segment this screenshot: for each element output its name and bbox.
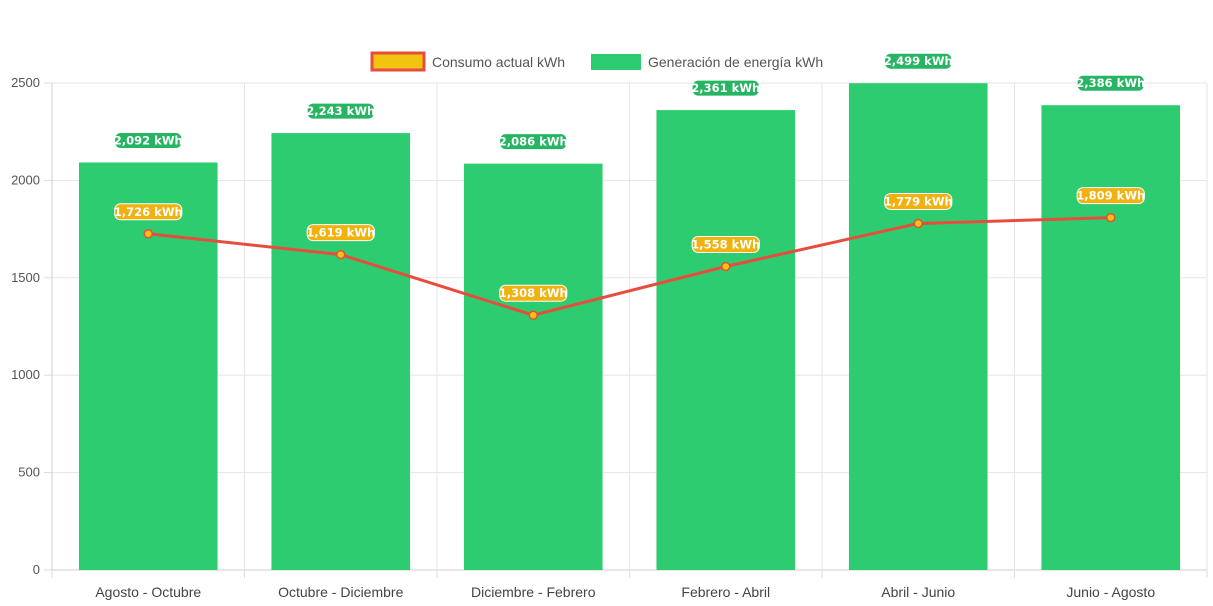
legend-swatch-consumo[interactable] [370,51,426,72]
line-label: 1,726 kWh [114,203,183,221]
line-label-text: 1,809 kWh [1076,189,1145,203]
x-tick-label: Junio - Agosto [1066,584,1155,600]
line-label-text: 1,308 kWh [499,286,568,300]
bar-label-bg [884,52,953,70]
line-label-bg [306,224,375,242]
line-label: 1,809 kWh [1076,187,1145,205]
line-point-consumo[interactable] [143,229,153,239]
bar-generacion[interactable] [463,163,603,570]
bar-generacion[interactable] [271,133,411,570]
line-label-bg [499,284,568,302]
bar-label-text: 2,243 kWh [306,104,375,118]
bar-generacion[interactable] [656,110,796,570]
bar-label: 2,092 kWh [114,131,183,149]
legend-label-generacion[interactable]: Generación de energía kWh [648,54,823,70]
bar-label-bg [1076,74,1145,92]
line-point-consumo[interactable] [913,218,923,229]
bar-generacion[interactable] [848,83,988,571]
y-tick-label: 2000 [11,172,40,187]
legend-swatch-generacion[interactable] [591,54,641,70]
y-tick-label: 1000 [11,367,40,382]
data-labels: 2,092 kWh 2,243 kWh 2,086 kWh 2,361 kWh 2,49… [114,52,1145,302]
bar-label: 2,361 kWh [691,79,760,97]
line-label-text: 1,779 kWh [884,194,953,208]
bar-label-bg [114,131,183,149]
bar-label: 2,243 kWh [306,102,375,120]
y-tick-label: 0 [33,562,40,577]
bar-series [78,83,1181,571]
bar-label-text: 2,499 kWh [884,54,953,68]
line-label: 1,308 kWh [499,284,568,302]
line-label-bg [691,236,760,254]
x-tick-label: Agosto - Octubre [95,584,201,600]
line-point-consumo[interactable] [528,310,538,320]
bar-label-bg [306,102,375,120]
bar-label-text: 2,386 kWh [1076,76,1145,90]
line-label: 1,779 kWh [884,192,953,210]
bar-label-text: 2,086 kWh [499,135,568,149]
line-point-consumo[interactable] [1106,212,1116,223]
y-tick-label: 1500 [11,270,40,285]
bar-label-text: 2,361 kWh [691,81,760,95]
bar-label-bg [691,79,760,97]
bar-label-bg [499,133,568,151]
line-consumo [148,216,1111,317]
legend-label-consumo[interactable]: Consumo actual kWh [432,54,565,70]
line-label-bg [884,192,953,210]
y-tick-label: 500 [18,465,40,480]
bar-label: 2,499 kWh [884,52,953,70]
line-label-text: 1,558 kWh [691,238,760,252]
line-label: 1,619 kWh [306,224,375,242]
line-label-bg [1076,187,1145,205]
y-tick-label: 2500 [11,75,40,90]
line-label-text: 1,619 kWh [306,226,375,240]
bar-label: 2,086 kWh [499,133,568,151]
bar-label: 2,386 kWh [1076,74,1145,92]
line-point-consumo[interactable] [336,249,346,260]
legend[interactable]: Consumo actual kWh Generación de energía… [370,51,823,72]
line-label-bg [114,203,183,221]
axes: 0 500 1000 1500 2000 2500 Agosto - Octubre Octu… [11,75,1208,600]
x-tick-label: Diciembre - Febrero [471,584,596,600]
x-tick-label: Abril - Junio [881,584,955,600]
grid [51,82,1208,571]
line-series [143,212,1116,320]
line-label-text: 1,726 kWh [114,205,183,219]
bar-generacion[interactable] [1041,105,1181,570]
bar-label-text: 2,092 kWh [114,133,183,147]
x-tick-label: Octubre - Diciembre [278,584,403,600]
x-tick-label: Febrero - Abril [681,584,770,600]
line-label: 1,558 kWh [691,236,760,254]
bar-generacion[interactable] [78,162,218,570]
line-point-consumo[interactable] [721,261,731,272]
